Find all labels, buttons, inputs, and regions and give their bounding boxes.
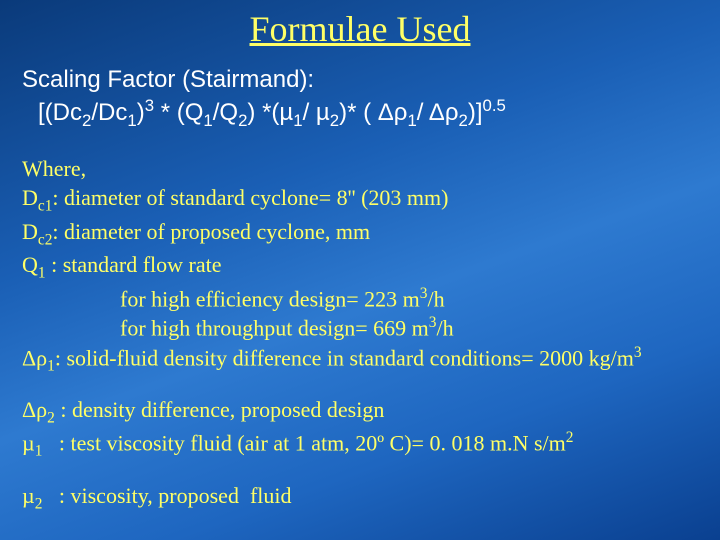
q1-efficiency-line: for high efficiency design= 223 m3/h: [22, 284, 720, 313]
f-p6: ) *(µ: [247, 99, 293, 126]
sym: µ: [22, 431, 35, 456]
where-block-3: µ2 : viscosity, proposed fluid: [0, 481, 720, 515]
where-heading: Where,: [22, 154, 720, 183]
formula-expression: [(Dc2/Dc1)3 * (Q1/Q2) *(µ1/ µ2)* ( Δρ1/ …: [0, 95, 720, 132]
f-p4: * (Q: [154, 99, 203, 126]
f-p8: )* ( Δρ: [339, 99, 407, 126]
sub: 1: [38, 265, 46, 282]
txt: for high throughput design= 669 m: [120, 316, 429, 341]
sup: 3: [634, 344, 642, 361]
f-sub: 1: [407, 111, 416, 130]
sub: 2: [47, 409, 55, 426]
f-sub: 2: [458, 111, 467, 130]
mu1-line: µ1 : test viscosity fluid (air at 1 atm,…: [22, 428, 720, 462]
sup: 2: [566, 429, 574, 446]
f-p9: / Δρ: [417, 99, 459, 126]
sym: Q: [22, 252, 38, 277]
f-sup: 0.5: [483, 96, 506, 115]
sub: c2: [38, 231, 53, 248]
f-sub: 2: [330, 111, 339, 130]
f-sub: 2: [82, 111, 91, 130]
f-p3: ): [137, 99, 145, 126]
f-p10: )]: [468, 99, 483, 126]
sub: c1: [38, 197, 53, 214]
slide-title: Formulae Used: [0, 0, 720, 58]
q1-line: Q1 : standard flow rate: [22, 250, 720, 284]
drho2-line: Δρ2 : density difference, proposed desig…: [22, 395, 720, 429]
txt: /h: [436, 316, 453, 341]
f-sub: 2: [238, 111, 247, 130]
f-p7: / µ: [303, 99, 330, 126]
sym: Δρ: [22, 397, 47, 422]
txt: : viscosity, proposed fluid: [42, 483, 291, 508]
txt: for high efficiency design= 223 m: [120, 286, 420, 311]
f-p2: /Dc: [91, 99, 127, 126]
f-sub: 1: [293, 111, 302, 130]
txt: : test viscosity fluid (air at 1 atm, 20…: [42, 431, 565, 456]
where-block-1: Where, Dc1: diameter of standard cyclone…: [0, 154, 720, 377]
txt: : diameter of standard cyclone= 8'' (203…: [52, 185, 448, 210]
f-p1: [(Dc: [38, 99, 82, 126]
txt: : density difference, proposed design: [55, 397, 385, 422]
f-sub: 1: [203, 111, 212, 130]
dc2-line: Dc2: diameter of proposed cyclone, mm: [22, 217, 720, 251]
f-sub: 1: [127, 111, 136, 130]
sym: µ: [22, 483, 35, 508]
txt: /h: [427, 286, 444, 311]
where-block-2: Δρ2 : density difference, proposed desig…: [0, 395, 720, 463]
drho1-line: Δρ1: solid-fluid density difference in s…: [22, 343, 720, 377]
f-p5: /Q: [213, 99, 238, 126]
f-sup: 3: [145, 96, 154, 115]
q1-throughput-line: for high throughput design= 669 m3/h: [22, 313, 720, 342]
mu2-line: µ2 : viscosity, proposed fluid: [22, 481, 720, 515]
formula-intro: Scaling Factor (Stairmand):: [0, 64, 720, 95]
sub: 1: [47, 357, 55, 374]
sym: Δρ: [22, 345, 47, 370]
txt: : standard flow rate: [46, 252, 222, 277]
dc1-line: Dc1: diameter of standard cyclone= 8'' (…: [22, 183, 720, 217]
sym: D: [22, 219, 38, 244]
sym: D: [22, 185, 38, 210]
txt: : diameter of proposed cyclone, mm: [52, 219, 370, 244]
txt: : solid-fluid density difference in stan…: [55, 345, 634, 370]
